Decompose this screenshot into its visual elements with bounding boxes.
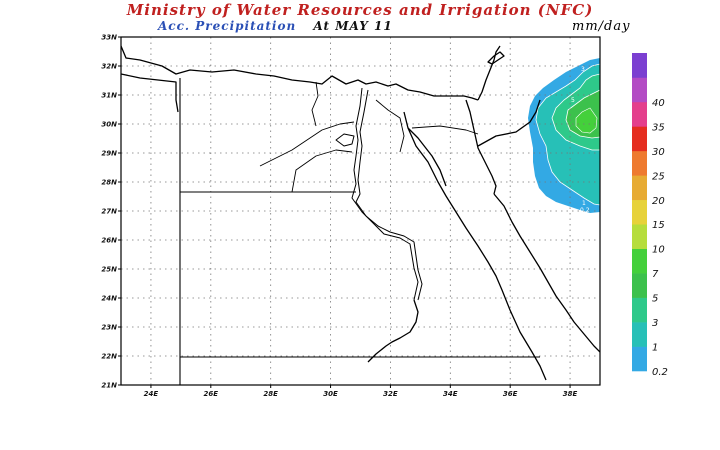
legend-label: 35 — [652, 122, 665, 133]
governorate-line-3 — [291, 149, 353, 193]
map-subtitle: Acc. Precipitation At MAY 11 — [158, 19, 393, 33]
lon-tick-label: 30E — [323, 390, 338, 398]
lat-tick-label: 29N — [101, 150, 117, 158]
contour-labels: 3 5 0.2 1 — [571, 66, 590, 214]
nile-river-west — [355, 89, 423, 301]
legend-label: 25 — [652, 171, 665, 182]
graticule — [121, 37, 600, 385]
levant-coastline — [477, 45, 501, 101]
governorate-line-2 — [259, 121, 355, 167]
lat-tick-label: 25N — [101, 266, 117, 274]
lon-tick-label: 26E — [204, 390, 219, 398]
legend-label: 10 — [652, 245, 665, 256]
legend-swatch — [632, 297, 647, 323]
legend-swatch — [632, 199, 647, 225]
lon-tick-label: 28E — [263, 390, 278, 398]
libya-coast-left — [121, 73, 179, 113]
lon-tick-label: 36E — [503, 390, 518, 398]
lake-nasser — [367, 299, 419, 363]
lat-tick-label: 32N — [101, 63, 117, 71]
lat-tick-label: 23N — [101, 324, 117, 332]
lon-tick-label: 38E — [563, 390, 578, 398]
legend-label: 20 — [652, 196, 665, 207]
date-label: At MAY 11 — [313, 19, 393, 33]
coastlines-and-borders — [121, 45, 600, 385]
contour-label: 0.2 — [580, 207, 590, 214]
map-title: Ministry of Water Resources and Irrigati… — [126, 1, 594, 19]
contour-label: 5 — [571, 97, 575, 104]
lat-tick-label: 22N — [101, 353, 117, 361]
legend-label: 3 — [652, 318, 658, 329]
lat-tick-label: 21N — [101, 382, 117, 390]
contour-label: 1 — [582, 200, 586, 207]
lat-tick-label: 30N — [101, 121, 117, 129]
nile-river — [351, 87, 419, 301]
lon-tick-label: 32E — [383, 390, 398, 398]
governorate-line-4 — [311, 81, 319, 127]
legend-swatch — [632, 175, 647, 201]
legend-label: 5 — [652, 294, 658, 305]
subtitle-text: Acc. Precipitation — [158, 19, 297, 33]
legend-swatch — [632, 53, 647, 78]
governorate-line-5 — [375, 99, 405, 153]
legend-label: 30 — [652, 147, 665, 158]
legend-swatch — [632, 346, 647, 372]
lat-tick-label: 27N — [101, 208, 117, 216]
legend-swatch — [632, 322, 647, 347]
lat-tick-label: 31N — [101, 92, 117, 100]
qattara-depression — [335, 133, 355, 147]
legend-label: 40 — [652, 98, 665, 109]
sinai-east — [465, 99, 497, 195]
precip-area-7mm — [575, 107, 598, 134]
legend-label: 0.2 — [652, 367, 668, 378]
axis-ticks: 24E 26E 28E 30E 32E 34E 36E 38E 21N 22N 23N 24N 25N 2… — [101, 34, 577, 399]
legend-swatch — [632, 273, 647, 298]
legend-swatch — [632, 126, 647, 152]
lat-tick-label: 26N — [101, 237, 117, 245]
mediterranean-coastline — [121, 45, 479, 101]
lat-tick-label: 33N — [101, 34, 117, 42]
cyprus-coast — [487, 51, 505, 65]
contour-label: 3 — [581, 66, 585, 73]
gulf-of-suez — [407, 127, 447, 187]
legend-swatch — [632, 77, 647, 103]
lon-tick-label: 34E — [443, 390, 458, 398]
legend-swatch — [632, 150, 647, 176]
precipitation-field — [528, 58, 600, 213]
jordan-saudi-border — [477, 99, 541, 147]
arabia-coast — [493, 193, 600, 353]
legend-label: 1 — [652, 343, 658, 354]
lat-tick-label: 24N — [101, 295, 117, 303]
lat-tick-label: 28N — [101, 179, 117, 187]
sinai-south-line — [411, 125, 479, 135]
units-label: mm/day — [572, 19, 631, 34]
legend-swatch — [632, 248, 647, 274]
legend-swatch — [632, 101, 647, 127]
legend-label: 7 — [652, 269, 659, 280]
legend-label: 15 — [652, 220, 665, 231]
legend-swatch — [632, 224, 647, 249]
red-sea-west-coast — [403, 111, 547, 381]
lon-tick-label: 24E — [144, 390, 159, 398]
